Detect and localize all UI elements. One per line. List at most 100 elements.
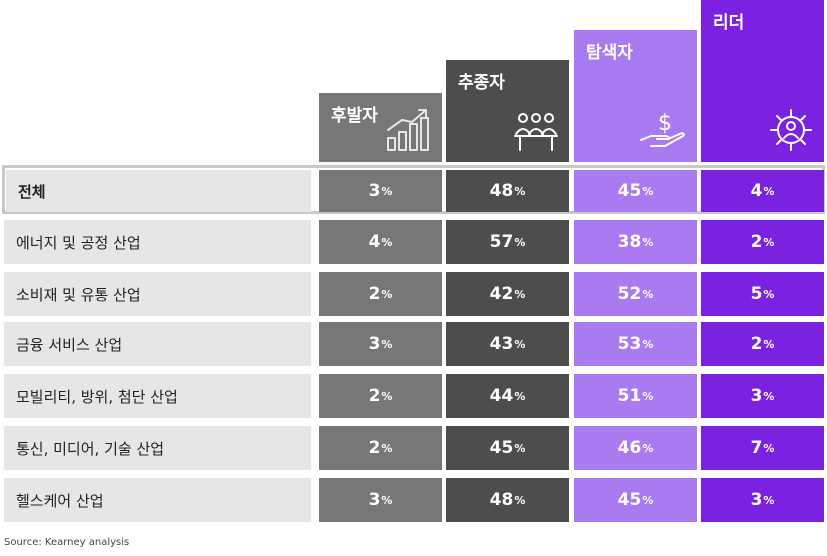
value-cell: 2%	[319, 426, 442, 470]
row-label: 소비재 및 유통 산업	[4, 272, 311, 316]
value-unit: %	[642, 287, 654, 301]
row-label: 금융 서비스 산업	[4, 322, 311, 366]
value-unit: %	[763, 184, 775, 198]
value-unit: %	[381, 441, 393, 455]
value-cell: 38%	[574, 220, 697, 264]
value-cell: 2%	[319, 272, 442, 316]
value-cell: 45%	[446, 426, 569, 470]
value-number: 57	[489, 232, 514, 252]
value-unit: %	[381, 337, 393, 351]
value-number: 44	[489, 386, 514, 406]
value-number: 2	[368, 438, 381, 458]
value-unit: %	[763, 287, 775, 301]
value-unit: %	[763, 337, 775, 351]
value-cell: 48%	[446, 478, 569, 522]
value-unit: %	[642, 184, 654, 198]
value-number: 45	[617, 181, 642, 201]
value-number: 38	[617, 232, 642, 252]
value-number: 48	[489, 181, 514, 201]
value-number: 2	[368, 386, 381, 406]
column-header-label: 탐색자	[586, 43, 633, 63]
value-cell: 2%	[701, 220, 824, 264]
dollar-hand-icon: $	[639, 108, 689, 156]
value-unit: %	[763, 235, 775, 249]
value-cell: 5%	[701, 272, 824, 316]
value-number: 5	[750, 284, 763, 304]
value-number: 3	[368, 490, 381, 510]
column-header-label: 추종자	[458, 73, 505, 93]
column-header-label: 후발자	[331, 106, 378, 126]
value-number: 4	[368, 232, 381, 252]
value-number: 53	[617, 334, 642, 354]
value-cell: 3%	[701, 374, 824, 418]
value-number: 52	[617, 284, 642, 304]
column-header: 추종자	[446, 60, 569, 162]
value-cell: 52%	[574, 272, 697, 316]
value-unit: %	[642, 389, 654, 403]
column-header-label: 리더	[713, 13, 745, 33]
value-unit: %	[381, 287, 393, 301]
value-cell: 45%	[574, 478, 697, 522]
row-label: 모빌리티, 방위, 첨단 산업	[4, 374, 311, 418]
column-header: 탐색자 $	[574, 30, 697, 162]
row-label: 전체	[6, 170, 311, 212]
value-number: 45	[489, 438, 514, 458]
value-unit: %	[381, 493, 393, 507]
value-cell: 46%	[574, 426, 697, 470]
value-unit: %	[642, 493, 654, 507]
value-number: 4	[750, 181, 763, 201]
value-unit: %	[381, 235, 393, 249]
value-cell: 2%	[319, 374, 442, 418]
value-number: 2	[750, 232, 763, 252]
value-unit: %	[642, 235, 654, 249]
value-cell: 44%	[446, 374, 569, 418]
value-cell: 3%	[319, 478, 442, 522]
value-cell: 3%	[319, 170, 442, 212]
value-number: 3	[750, 386, 763, 406]
value-number: 51	[617, 386, 642, 406]
value-unit: %	[514, 235, 526, 249]
value-unit: %	[763, 389, 775, 403]
value-cell: 51%	[574, 374, 697, 418]
value-unit: %	[514, 441, 526, 455]
row-label: 헬스케어 산업	[4, 478, 311, 522]
value-cell: 2%	[701, 322, 824, 366]
value-cell: 45%	[574, 170, 697, 212]
value-number: 3	[368, 181, 381, 201]
svg-text:$: $	[658, 111, 672, 136]
value-cell: 42%	[446, 272, 569, 316]
value-unit: %	[514, 184, 526, 198]
value-number: 2	[750, 334, 763, 354]
column-header: 리더	[701, 0, 824, 162]
value-cell: 53%	[574, 322, 697, 366]
value-unit: %	[763, 493, 775, 507]
value-number: 45	[617, 490, 642, 510]
value-unit: %	[514, 337, 526, 351]
value-unit: %	[642, 441, 654, 455]
value-unit: %	[381, 184, 393, 198]
value-unit: %	[514, 389, 526, 403]
value-cell: 3%	[701, 478, 824, 522]
gear-person-icon	[766, 108, 816, 156]
row-label: 에너지 및 공정 산업	[4, 220, 311, 264]
bar-chart-growth-icon	[384, 108, 434, 156]
value-cell: 3%	[319, 322, 442, 366]
row-label: 통신, 미디어, 기술 산업	[4, 426, 311, 470]
value-cell: 4%	[701, 170, 824, 212]
value-cell: 48%	[446, 170, 569, 212]
value-number: 48	[489, 490, 514, 510]
value-number: 2	[368, 284, 381, 304]
value-cell: 57%	[446, 220, 569, 264]
value-unit: %	[514, 493, 526, 507]
value-number: 3	[750, 490, 763, 510]
value-cell: 4%	[319, 220, 442, 264]
value-cell: 7%	[701, 426, 824, 470]
column-header: 후발자	[319, 93, 442, 162]
people-group-icon	[511, 108, 561, 156]
source-note: Source: Kearney analysis	[4, 537, 130, 548]
value-unit: %	[763, 441, 775, 455]
value-cell: 43%	[446, 322, 569, 366]
value-unit: %	[514, 287, 526, 301]
value-number: 43	[489, 334, 514, 354]
value-number: 7	[750, 438, 763, 458]
